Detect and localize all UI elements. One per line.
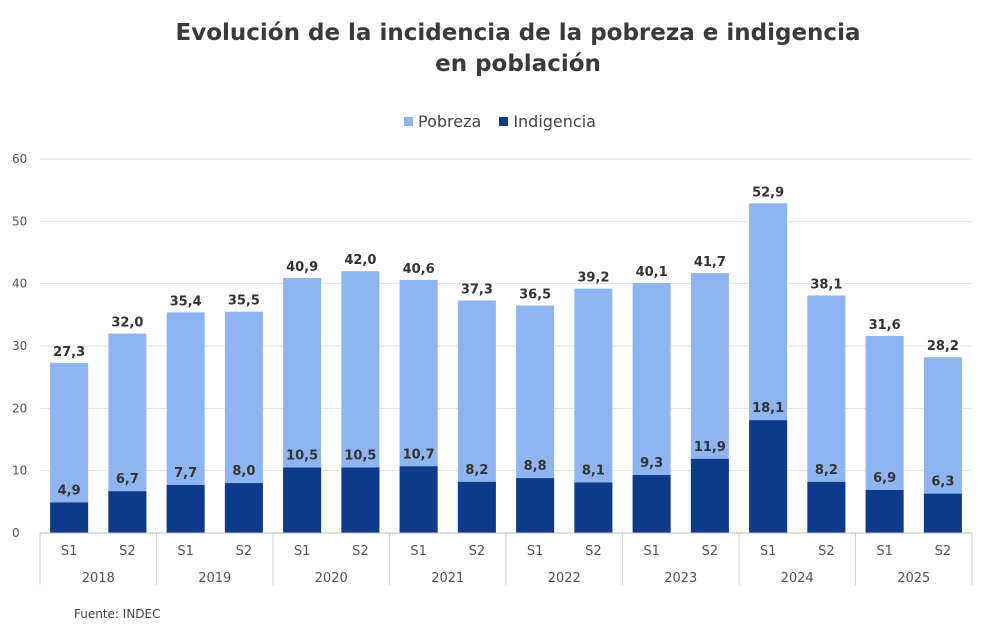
data-label-pobreza: 27,3 (53, 345, 85, 360)
chart-title-line-1: Evolución de la incidencia de la pobreza… (175, 20, 861, 46)
y-tick-label: 50 (12, 214, 27, 228)
bar-indigencia (108, 491, 147, 533)
data-label-indigencia: 8,0 (232, 464, 255, 479)
x-group-label: 2018 (82, 571, 115, 586)
source-note: Fuente: INDEC (74, 607, 161, 621)
data-label-indigencia: 8,2 (465, 463, 488, 478)
bar-indigencia (749, 420, 788, 533)
chart-title: Evolución de la incidencia de la pobreza… (0, 18, 996, 80)
data-label-indigencia: 4,9 (58, 483, 81, 498)
x-tick-label: S2 (702, 544, 719, 559)
x-tick-label: S1 (643, 544, 660, 559)
y-tick-label: 60 (12, 152, 27, 166)
data-label-pobreza: 32,0 (111, 316, 143, 331)
x-group-label: 2020 (315, 571, 348, 586)
x-tick-label: S1 (294, 544, 311, 559)
x-tick-label: S1 (61, 544, 78, 559)
data-label-pobreza: 35,5 (228, 294, 260, 309)
x-tick-label: S1 (410, 544, 427, 559)
data-label-pobreza: 35,4 (170, 294, 202, 309)
x-tick-label: S1 (760, 544, 777, 559)
bar-indigencia (224, 483, 263, 533)
data-label-indigencia: 10,5 (344, 449, 376, 464)
data-label-indigencia: 9,3 (640, 456, 663, 471)
data-label-pobreza: 39,2 (577, 271, 609, 286)
y-tick-label: 20 (12, 401, 27, 415)
x-tick-label: S2 (935, 544, 952, 559)
x-tick-label: S2 (236, 544, 253, 559)
data-label-indigencia: 11,9 (694, 440, 726, 455)
x-tick-label: S2 (352, 544, 369, 559)
data-label-pobreza: 28,2 (927, 339, 959, 354)
data-label-pobreza: 40,9 (286, 260, 318, 275)
bar-indigencia (283, 467, 322, 533)
data-label-indigencia: 10,5 (286, 449, 318, 464)
legend-label-pobreza: Pobreza (418, 112, 482, 131)
data-label-indigencia: 8,8 (524, 459, 547, 474)
data-label-pobreza: 36,5 (519, 287, 551, 302)
chart-legend: Pobreza Indigencia (0, 112, 996, 131)
bar-indigencia (166, 485, 205, 533)
bar-indigencia (341, 467, 380, 533)
data-label-pobreza: 41,7 (694, 255, 726, 270)
x-group-label: 2021 (431, 571, 464, 586)
x-tick-label: S2 (469, 544, 486, 559)
chart-title-line-2: en población (435, 51, 601, 77)
data-label-indigencia: 8,1 (582, 464, 605, 479)
data-label-pobreza: 37,3 (461, 282, 493, 297)
bar-indigencia (807, 481, 846, 533)
legend-item-pobreza: Pobreza (404, 112, 481, 131)
bar-indigencia (632, 475, 671, 533)
y-tick-label: 0 (12, 526, 20, 540)
x-tick-label: S2 (119, 544, 136, 559)
bar-indigencia (399, 466, 438, 533)
data-label-pobreza: 52,9 (752, 185, 784, 200)
x-group-label: 2019 (198, 571, 231, 586)
legend-swatch-indigencia (499, 117, 509, 126)
x-tick-label: S2 (818, 544, 835, 559)
data-label-indigencia: 7,7 (174, 466, 197, 481)
legend-item-indigencia: Indigencia (499, 112, 596, 131)
data-label-indigencia: 18,1 (752, 401, 784, 416)
data-label-pobreza: 40,6 (403, 262, 435, 277)
x-group-label: 2025 (897, 571, 930, 586)
bar-indigencia (690, 458, 729, 533)
x-tick-label: S1 (876, 544, 893, 559)
data-label-indigencia: 6,7 (116, 472, 139, 487)
data-label-indigencia: 6,3 (931, 475, 954, 490)
x-group-label: 2023 (664, 571, 697, 586)
data-label-pobreza: 42,0 (344, 253, 376, 268)
bar-indigencia (457, 481, 496, 533)
x-group-label: 2022 (548, 571, 581, 586)
y-tick-label: 10 (12, 464, 27, 478)
data-label-indigencia: 8,2 (815, 463, 838, 478)
x-group-label: 2024 (781, 571, 814, 586)
legend-swatch-pobreza (404, 117, 414, 126)
bar-indigencia (865, 489, 904, 533)
x-tick-label: S1 (177, 544, 194, 559)
y-tick-label: 40 (12, 277, 27, 291)
legend-label-indigencia: Indigencia (513, 112, 596, 131)
data-label-pobreza: 38,1 (810, 278, 842, 293)
data-label-indigencia: 10,7 (403, 447, 435, 462)
x-tick-label: S2 (585, 544, 602, 559)
bar-indigencia (516, 478, 555, 533)
data-label-pobreza: 40,1 (636, 265, 668, 280)
y-tick-label: 30 (12, 339, 27, 353)
data-label-indigencia: 6,9 (873, 471, 896, 486)
bar-indigencia (574, 482, 613, 533)
bar-indigencia (50, 502, 89, 533)
bar-indigencia (923, 493, 962, 533)
x-tick-label: S1 (527, 544, 544, 559)
data-label-pobreza: 31,6 (869, 318, 901, 333)
